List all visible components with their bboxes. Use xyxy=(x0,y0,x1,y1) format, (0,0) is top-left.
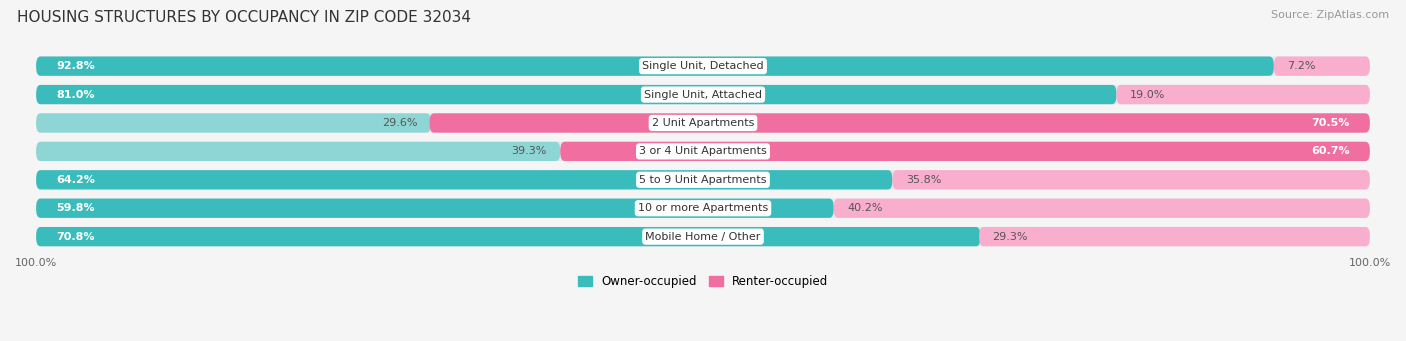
FancyBboxPatch shape xyxy=(37,142,560,161)
Text: 60.7%: 60.7% xyxy=(1312,146,1350,157)
FancyBboxPatch shape xyxy=(37,198,1369,218)
Legend: Owner-occupied, Renter-occupied: Owner-occupied, Renter-occupied xyxy=(572,270,834,293)
Text: 35.8%: 35.8% xyxy=(905,175,941,185)
Text: 39.3%: 39.3% xyxy=(512,146,547,157)
Text: 10 or more Apartments: 10 or more Apartments xyxy=(638,203,768,213)
Text: 70.5%: 70.5% xyxy=(1312,118,1350,128)
FancyBboxPatch shape xyxy=(1116,85,1369,104)
Text: 29.3%: 29.3% xyxy=(993,232,1028,242)
FancyBboxPatch shape xyxy=(37,57,1274,76)
FancyBboxPatch shape xyxy=(37,170,893,190)
FancyBboxPatch shape xyxy=(37,227,1369,246)
Text: 3 or 4 Unit Apartments: 3 or 4 Unit Apartments xyxy=(640,146,766,157)
FancyBboxPatch shape xyxy=(37,142,1369,161)
FancyBboxPatch shape xyxy=(37,198,834,218)
Text: 59.8%: 59.8% xyxy=(56,203,94,213)
Text: 29.6%: 29.6% xyxy=(382,118,418,128)
Text: 2 Unit Apartments: 2 Unit Apartments xyxy=(652,118,754,128)
FancyBboxPatch shape xyxy=(37,85,1116,104)
FancyBboxPatch shape xyxy=(37,57,1369,76)
Text: 5 to 9 Unit Apartments: 5 to 9 Unit Apartments xyxy=(640,175,766,185)
Text: 7.2%: 7.2% xyxy=(1286,61,1316,71)
Text: Mobile Home / Other: Mobile Home / Other xyxy=(645,232,761,242)
Text: HOUSING STRUCTURES BY OCCUPANCY IN ZIP CODE 32034: HOUSING STRUCTURES BY OCCUPANCY IN ZIP C… xyxy=(17,10,471,25)
Text: Single Unit, Attached: Single Unit, Attached xyxy=(644,90,762,100)
FancyBboxPatch shape xyxy=(834,198,1369,218)
FancyBboxPatch shape xyxy=(37,113,1369,133)
FancyBboxPatch shape xyxy=(37,85,1369,104)
Text: 19.0%: 19.0% xyxy=(1130,90,1166,100)
FancyBboxPatch shape xyxy=(37,170,1369,190)
FancyBboxPatch shape xyxy=(430,113,1369,133)
FancyBboxPatch shape xyxy=(560,142,1369,161)
FancyBboxPatch shape xyxy=(979,227,1369,246)
Text: 92.8%: 92.8% xyxy=(56,61,94,71)
FancyBboxPatch shape xyxy=(37,113,430,133)
Text: 70.8%: 70.8% xyxy=(56,232,94,242)
Text: 40.2%: 40.2% xyxy=(846,203,883,213)
Text: Single Unit, Detached: Single Unit, Detached xyxy=(643,61,763,71)
FancyBboxPatch shape xyxy=(893,170,1369,190)
FancyBboxPatch shape xyxy=(37,227,980,246)
Text: 81.0%: 81.0% xyxy=(56,90,94,100)
FancyBboxPatch shape xyxy=(1274,57,1369,76)
Text: Source: ZipAtlas.com: Source: ZipAtlas.com xyxy=(1271,10,1389,20)
Text: 64.2%: 64.2% xyxy=(56,175,96,185)
